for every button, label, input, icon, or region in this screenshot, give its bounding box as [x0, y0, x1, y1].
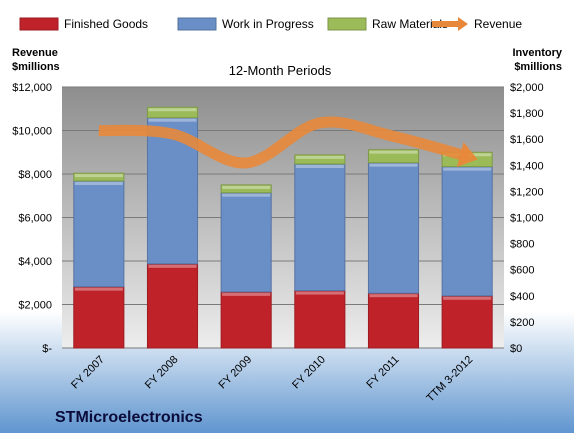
bar-segment: [441, 166, 493, 297]
legend-label: Revenue: [474, 17, 522, 31]
left-axis-title-line2: $millions: [12, 61, 60, 73]
bar-highlight: [74, 287, 123, 291]
legend: Finished Goods Work in Progress Raw Materi…: [19, 17, 522, 31]
right-tick-label: $600: [510, 265, 534, 277]
right-axis-title-line1: Inventory: [512, 47, 562, 59]
right-tick-label: $1,200: [510, 186, 544, 198]
bar-segment: [441, 295, 493, 349]
bar-highlight: [443, 167, 492, 171]
bar-segment: [367, 149, 420, 164]
bar-segment: [367, 162, 420, 294]
right-tick-label: $200: [510, 317, 534, 329]
bar-segment: [73, 286, 125, 349]
legend-arrow: [458, 17, 468, 31]
left-tick-label: $2,000: [18, 300, 52, 312]
bar-highlight: [369, 163, 418, 167]
revenue-line: [98, 116, 478, 169]
right-tick-label: $2,000: [510, 82, 544, 94]
right-tick-label: $0: [510, 343, 522, 355]
bar-highlight: [222, 292, 271, 296]
bar-highlight: [222, 185, 271, 189]
legend-label: Finished Goods: [64, 17, 148, 31]
bar-highlight: [222, 193, 271, 197]
right-tick-label: $400: [510, 291, 534, 303]
bar-highlight: [295, 291, 344, 295]
bar-highlight: [74, 181, 123, 185]
right-tick-label: $1,800: [510, 108, 544, 120]
left-tick-label: $12,000: [12, 82, 52, 94]
bar-segment: [294, 290, 346, 349]
legend-swatch: [19, 17, 59, 31]
bar-segment: [146, 106, 199, 119]
left-axis-title-line1: Revenue: [12, 47, 58, 59]
bar-highlight: [74, 174, 123, 178]
revenue-arrow-head: [456, 141, 478, 168]
bar-segment: [220, 184, 272, 194]
bar-segment: [73, 180, 125, 288]
chart-subtitle: 12-Month Periods: [229, 63, 332, 78]
bar-highlight: [369, 294, 418, 298]
bar-segment: [73, 172, 125, 182]
bar-highlight: [369, 150, 418, 154]
legend-label: Work in Progress: [222, 17, 314, 31]
bar-highlight: [148, 264, 197, 268]
legend-label: Raw Materials: [372, 17, 448, 31]
company-name: STMicroelectronics: [55, 409, 203, 426]
bar-highlight: [443, 296, 492, 300]
bar-segment: [146, 263, 199, 349]
left-tick-label: $-: [42, 343, 52, 355]
right-tick-label: $800: [510, 239, 534, 251]
left-tick-label: $8,000: [18, 169, 52, 181]
right-axis-ticks: $0 $200 $400 $600 $800 $1,000 $1,200 $1,400 $1,6…: [510, 82, 544, 355]
left-tick-label: $4,000: [18, 256, 52, 268]
right-axis-title-line2: $millions: [514, 61, 562, 73]
legend-swatch: [177, 17, 217, 31]
bar-highlight: [148, 108, 197, 112]
left-tick-label: $6,000: [18, 213, 52, 225]
bar-highlight: [148, 118, 197, 122]
right-tick-label: $1,600: [510, 134, 544, 146]
bar-segment: [294, 154, 346, 165]
right-tick-label: $1,400: [510, 160, 544, 172]
bar-segment: [294, 163, 346, 292]
left-axis-ticks: $- $2,000 $4,000 $6,000 $8,000 $10,000 $12,000: [12, 82, 52, 355]
bar-segment: [220, 291, 272, 349]
revenue-line-path: [98, 116, 469, 169]
left-tick-label: $10,000: [12, 126, 52, 138]
legend-swatch: [327, 17, 367, 31]
bar-segment: [367, 292, 420, 349]
bar-highlight: [295, 155, 344, 159]
bar-highlight: [295, 164, 344, 168]
bar-segment: [220, 192, 272, 293]
right-tick-label: $1,000: [510, 213, 544, 225]
